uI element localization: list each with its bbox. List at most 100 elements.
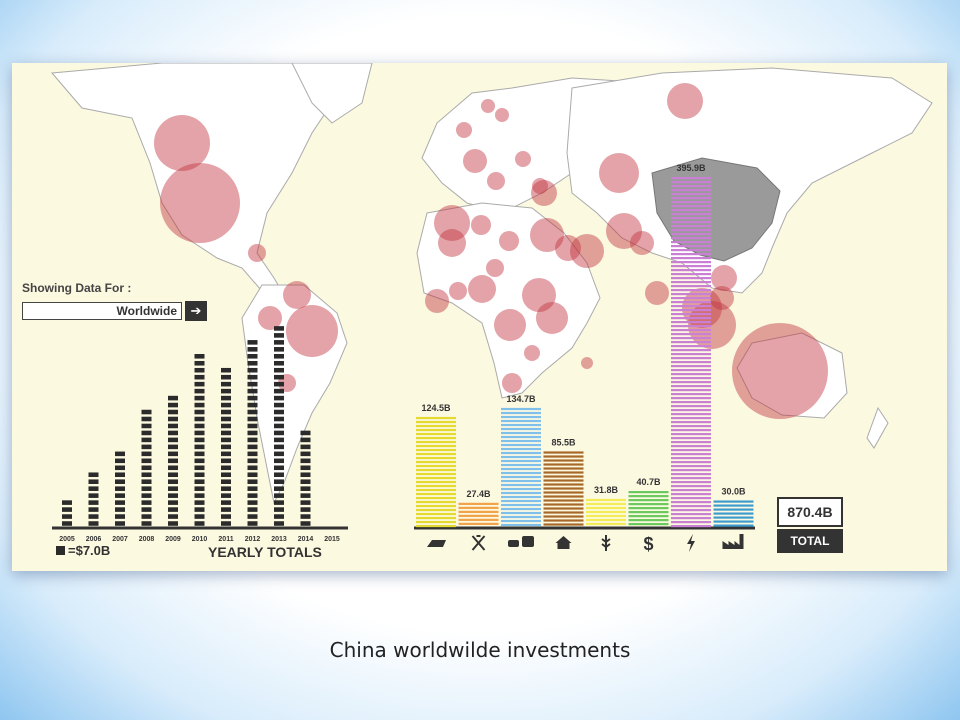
yearly-bar-unit [247, 500, 258, 505]
yearly-bar-unit [247, 347, 258, 352]
sector-bar-stripe [501, 483, 541, 487]
yearly-bar-unit [221, 367, 231, 373]
sector-bar-stripe [458, 522, 499, 525]
yearly-bar-unit [247, 437, 258, 443]
sector-bar-stripe [416, 488, 456, 492]
sector-bar-stripe [671, 429, 711, 432]
sector-bar-stripe [543, 479, 584, 482]
investment-bubble [645, 281, 669, 305]
dollar-glyph: $ [643, 534, 653, 554]
sector-bar-stripe [543, 451, 584, 454]
sector-bar-stripe [671, 417, 711, 420]
yearly-bar-unit [168, 430, 178, 436]
sector-bar-stripe [501, 443, 541, 447]
investment-bubble [471, 215, 491, 235]
yearly-bar-unit [300, 493, 311, 498]
investment-bubble [710, 286, 734, 310]
sector-bar-stripe [671, 317, 711, 320]
agriculture-icon [601, 535, 611, 551]
yearly-bar-unit [274, 479, 284, 484]
yearly-totals-title: YEARLY TOTALS [208, 544, 322, 560]
sector-bar-stripe [713, 512, 754, 515]
sector-bar-stripe [671, 473, 711, 476]
sector-bar-stripe [671, 249, 711, 252]
sector-bar-stripe [416, 512, 456, 516]
sector-bar-stripe [671, 213, 711, 216]
transport-icon [508, 536, 534, 547]
yearly-bar-unit [300, 479, 311, 484]
yearly-bar-unit [194, 381, 205, 387]
sector-bar-stripe [501, 523, 541, 527]
sector-bar-stripe [543, 511, 584, 514]
yearly-bar-unit [115, 472, 125, 478]
sector-bar-stripe [416, 440, 456, 444]
sector-bar-stripe [628, 503, 669, 506]
sector-bar-stripe [628, 519, 669, 522]
yearly-bar-unit [141, 430, 152, 436]
yearly-bar-unit [168, 472, 178, 478]
yearly-bar-unit [221, 423, 231, 429]
yearly-bar-unit [247, 360, 258, 366]
investment-bubble [502, 373, 522, 393]
yearly-bar-unit [141, 507, 152, 512]
yearly-bar-unit [141, 479, 152, 484]
house-shape [555, 536, 572, 549]
sector-bar-stripe [458, 514, 499, 517]
yearly-bar-unit [274, 458, 284, 464]
region-select[interactable]: Worldwide [22, 302, 182, 320]
sector-bar-stripe [671, 341, 711, 344]
yearly-bar-unit [221, 458, 231, 464]
sector-bar-stripe [501, 419, 541, 423]
year-tick-label: 2010 [192, 536, 208, 543]
showing-data-label: Showing Data For : [22, 281, 132, 295]
sector-bar-stripe [501, 475, 541, 479]
sector-bar-stripe [671, 497, 711, 500]
year-tick-label: 2007 [112, 536, 128, 543]
sector-bar-stripe [713, 500, 754, 503]
sector-bar-stripe [501, 455, 541, 459]
sector-bar-stripe [628, 515, 669, 518]
yearly-bar-unit [274, 374, 284, 380]
sector-bar-stripe [458, 502, 499, 505]
yearly-bar-unit [300, 486, 311, 491]
investment-bubble [522, 278, 556, 312]
investment-bubble [732, 323, 828, 419]
yearly-bar-unit [247, 451, 258, 457]
yearly-bar-unit [194, 374, 205, 380]
yearly-bar-unit [274, 347, 284, 352]
yearly-bar-unit [247, 444, 258, 450]
sector-bar-stripe [671, 425, 711, 428]
sector-bar-stripe [671, 493, 711, 496]
yearly-bar-unit [194, 514, 205, 519]
year-tick-label: 2008 [139, 536, 155, 543]
yearly-bar-unit [141, 416, 152, 422]
next-arrow-button[interactable]: ➔ [185, 301, 207, 321]
sector-bar-stripe [501, 507, 541, 511]
sector-bar-stripe [671, 313, 711, 316]
energy-icon [687, 534, 695, 552]
sector-bar-stripe [671, 477, 711, 480]
sector-bar-stripe [713, 516, 754, 519]
yearly-bar-grid: 2005 2006 2007 2008 2009 2010 2011 2012 2013 2014… [52, 326, 348, 560]
yearly-bar-unit [141, 500, 152, 505]
sector-bar-stripe [671, 265, 711, 268]
yearly-bar-unit [194, 486, 205, 491]
showing-data-control[interactable]: Showing Data For : Worldwide ➔ [22, 281, 222, 321]
yearly-bar-unit [115, 479, 125, 484]
sector-bar-stripe [671, 525, 711, 528]
sector-bar-stripe [416, 468, 456, 472]
slide-panel: 2005 2006 2007 2008 2009 2010 2011 2012 2013 2014… [12, 63, 947, 571]
investment-bubble [667, 83, 703, 119]
investment-bubble [438, 229, 466, 257]
sector-bar-stripe [416, 436, 456, 440]
sector-bar-stripe [416, 420, 456, 424]
yearly-bar-unit [141, 458, 152, 464]
yearly-bar-unit [168, 507, 178, 512]
investment-bubble [456, 122, 472, 138]
sector-bar-stripe [671, 261, 711, 264]
sector-bar-stripe [501, 407, 541, 411]
yearly-bar-unit [247, 458, 258, 464]
investment-map-chart: 2005 2006 2007 2008 2009 2010 2011 2012 2013 2014… [50, 63, 933, 560]
sector-bar-stripe [671, 233, 711, 236]
sector-bar-stripe [671, 297, 711, 300]
